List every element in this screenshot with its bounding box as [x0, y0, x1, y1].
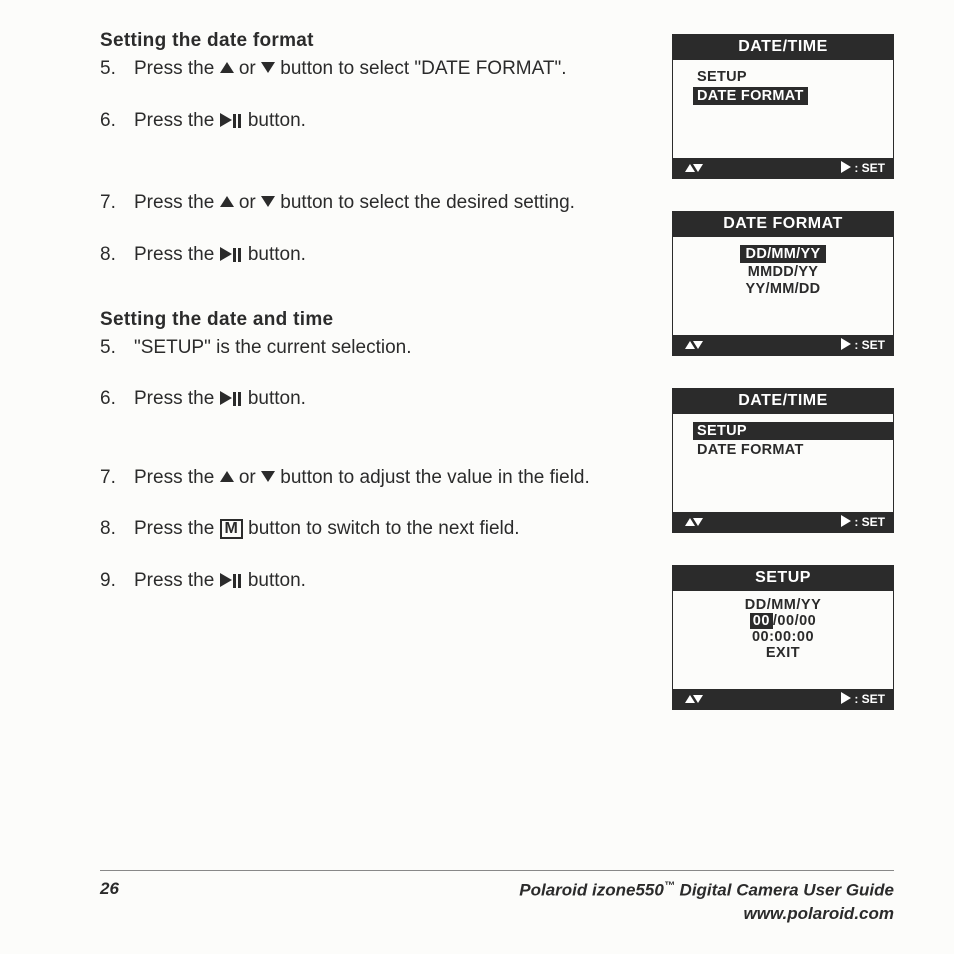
- up-icon: [220, 196, 234, 207]
- menu-item-date-format: DATE FORMAT: [693, 441, 893, 459]
- menu-item-ddmmyy: DD/MM/YY: [740, 245, 827, 263]
- play-pause-icon: [220, 109, 243, 135]
- step-b6: 6. Press the button.: [100, 386, 648, 413]
- nav-up-down-icon: [685, 341, 703, 349]
- screens-column: DATE/TIME SETUP DATE FORMAT : SET DATE F…: [672, 30, 894, 710]
- date-format-line: DD/MM/YY: [673, 597, 893, 613]
- up-icon: [220, 471, 234, 482]
- right-icon: [841, 161, 851, 173]
- menu-item-yymmdd: YY/MM/DD: [673, 281, 893, 297]
- right-icon: [841, 692, 851, 704]
- heading-date-time: Setting the date and time: [100, 309, 648, 331]
- screen-title: DATE/TIME: [673, 35, 893, 60]
- right-icon: [841, 338, 851, 350]
- guide-title: Polaroid izone550™ Digital Camera User G…: [519, 879, 894, 926]
- step-number: 6.: [100, 108, 134, 135]
- step-text: Press the or button to select the desire…: [134, 190, 648, 216]
- screen-date-format: DATE FORMAT DD/MM/YY MMDD/YY YY/MM/DD : …: [672, 211, 894, 356]
- step-number: 5.: [100, 335, 134, 361]
- up-icon: [220, 62, 234, 73]
- set-label: : SET: [841, 161, 885, 175]
- page-number: 26: [100, 879, 119, 926]
- menu-item-mmddyy: MMDD/YY: [673, 264, 893, 280]
- step-number: 9.: [100, 568, 134, 595]
- right-icon: [841, 515, 851, 527]
- step-text: "SETUP" is the current selection.: [134, 335, 648, 361]
- play-pause-icon: [220, 387, 243, 413]
- step-b9: 9. Press the button.: [100, 568, 648, 595]
- screen-body: SETUP DATE FORMAT: [673, 60, 893, 158]
- step-text: Press the button.: [134, 568, 648, 595]
- step-text: Press the or button to adjust the value …: [134, 465, 648, 491]
- play-pause-icon: [220, 243, 243, 269]
- screen-title: DATE/TIME: [673, 389, 893, 414]
- nav-up-down-icon: [685, 164, 703, 172]
- set-label: : SET: [841, 338, 885, 352]
- screen-footer: : SET: [673, 512, 893, 532]
- down-icon: [261, 471, 275, 482]
- nav-up-down-icon: [685, 518, 703, 526]
- step-text: Press the button.: [134, 242, 648, 269]
- step-a5: 5. Press the or button to select "DATE F…: [100, 56, 648, 82]
- step-a8: 8. Press the button.: [100, 242, 648, 269]
- play-pause-icon: [220, 569, 243, 595]
- screen-footer: : SET: [673, 158, 893, 178]
- step-text: Press the M button to switch to the next…: [134, 516, 648, 542]
- step-a7: 7. Press the or button to select the des…: [100, 190, 648, 216]
- step-number: 8.: [100, 242, 134, 269]
- screen-datetime-2: DATE/TIME SETUP DATE FORMAT : SET: [672, 388, 894, 533]
- menu-item-setup: SETUP: [693, 422, 893, 440]
- instructions-column: Setting the date format 5. Press the or …: [100, 30, 648, 710]
- step-b5: 5. "SETUP" is the current selection.: [100, 335, 648, 361]
- menu-item-setup: SETUP: [693, 68, 893, 86]
- highlighted-field: 00: [750, 613, 773, 629]
- screen-footer: : SET: [673, 689, 893, 709]
- step-number: 6.: [100, 386, 134, 413]
- set-label: : SET: [841, 515, 885, 529]
- set-label: : SET: [841, 692, 885, 706]
- step-b8: 8. Press the M button to switch to the n…: [100, 516, 648, 542]
- exit-line: EXIT: [673, 645, 893, 661]
- screen-setup: SETUP DD/MM/YY 00/00/00 00:00:00 EXIT : …: [672, 565, 894, 710]
- step-number: 7.: [100, 465, 134, 491]
- m-button-icon: M: [220, 519, 243, 539]
- step-a6: 6. Press the button.: [100, 108, 648, 135]
- step-text: Press the or button to select "DATE FORM…: [134, 56, 648, 82]
- step-b7: 7. Press the or button to adjust the val…: [100, 465, 648, 491]
- step-text: Press the button.: [134, 386, 648, 413]
- menu-item-date-format: DATE FORMAT: [693, 87, 808, 105]
- screen-title: DATE FORMAT: [673, 212, 893, 237]
- down-icon: [261, 62, 275, 73]
- screen-footer: : SET: [673, 335, 893, 355]
- time-value-line: 00:00:00: [673, 629, 893, 645]
- nav-up-down-icon: [685, 695, 703, 703]
- step-number: 5.: [100, 56, 134, 82]
- step-number: 7.: [100, 190, 134, 216]
- page-footer: 26 Polaroid izone550™ Digital Camera Use…: [100, 870, 894, 926]
- screen-body: DD/MM/YY 00/00/00 00:00:00 EXIT: [673, 591, 893, 689]
- date-value-line: 00/00/00: [673, 613, 893, 629]
- screen-body: DD/MM/YY MMDD/YY YY/MM/DD: [673, 237, 893, 335]
- step-text: Press the button.: [134, 108, 648, 135]
- down-icon: [261, 196, 275, 207]
- heading-date-format: Setting the date format: [100, 30, 648, 52]
- guide-url: www.polaroid.com: [744, 904, 895, 923]
- screen-datetime-1: DATE/TIME SETUP DATE FORMAT : SET: [672, 34, 894, 179]
- step-number: 8.: [100, 516, 134, 542]
- screen-body: SETUP DATE FORMAT: [673, 414, 893, 512]
- screen-title: SETUP: [673, 566, 893, 591]
